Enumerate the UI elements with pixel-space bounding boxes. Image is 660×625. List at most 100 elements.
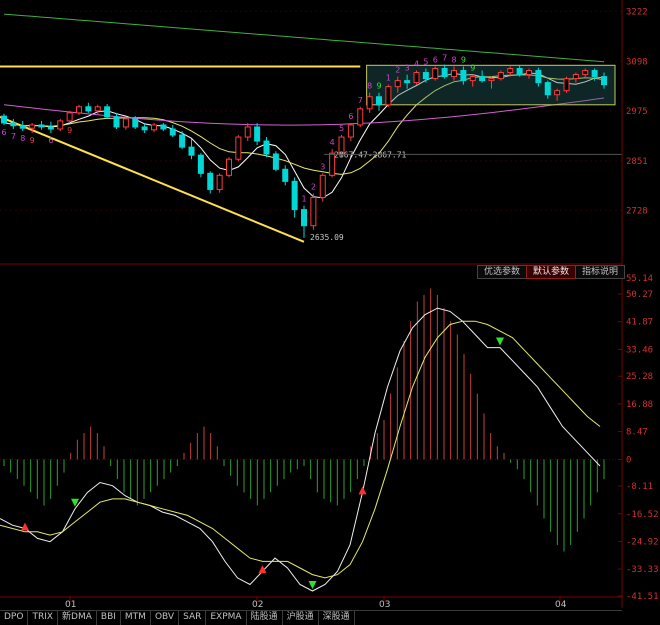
candle-body (563, 78, 570, 92)
consolidation-rect (366, 64, 616, 106)
candle-body (160, 124, 167, 130)
candle-body (169, 128, 176, 136)
tab-sar[interactable]: SAR (179, 611, 207, 625)
price-tick-label: 2851 (626, 157, 648, 167)
candle-body (366, 96, 373, 110)
candle-body (394, 80, 401, 88)
sequence-count: 6 (348, 112, 353, 121)
candle-body (141, 126, 148, 131)
candle-body (10, 122, 17, 127)
sequence-count: 7 (11, 132, 16, 141)
sequence-count: 2 (311, 182, 316, 191)
tab-bbi[interactable]: BBI (97, 611, 121, 625)
candle-body (507, 68, 514, 74)
candle-body (554, 90, 561, 96)
candle-body (291, 180, 298, 211)
sequence-count: 5 (423, 58, 428, 67)
month-label: 02 (252, 600, 263, 610)
ma-fast-line (3, 72, 605, 199)
candle-body (432, 68, 439, 80)
candle-body (207, 172, 214, 190)
sequence-count: 3 (405, 64, 410, 73)
indicator-tick-label: -41.51 (626, 592, 659, 602)
sequence-count: 6 (2, 128, 7, 137)
candle-body (497, 72, 504, 80)
tab-shenzhen-connect[interactable]: 深股通 (319, 611, 355, 625)
sell-signal-arrow (71, 498, 79, 507)
consolidation-box (366, 64, 616, 106)
candle-body (132, 118, 139, 128)
tab-dpo[interactable]: DPO (0, 611, 29, 625)
indicator-lines (0, 307, 601, 592)
tab-new-dma[interactable]: 新DMA (58, 611, 97, 625)
tab-stock-connect-land[interactable]: 陆股通 (247, 611, 283, 625)
candle-body (469, 76, 476, 82)
sequence-count: 9 (470, 64, 475, 73)
dea-line (0, 320, 601, 579)
candle-body (254, 126, 261, 142)
sequence-count: 8 (452, 56, 457, 65)
sequence-count: 8 (20, 134, 25, 143)
sequence-count: 6 (48, 136, 53, 145)
sequence-count: 9 (461, 56, 466, 65)
candle-body (188, 146, 195, 156)
tab-default-params[interactable]: 默认参数 (526, 265, 577, 279)
dif-line (0, 307, 601, 592)
candle-body (572, 74, 579, 80)
indicator-tick-label: 25.28 (626, 372, 653, 382)
candle-body (385, 86, 392, 106)
sequence-count: 3 (320, 162, 325, 171)
candle-body (47, 126, 54, 130)
parameter-tabs: 优选参数 默认参数 指标说明 (477, 265, 626, 279)
sequence-count: 5 (339, 124, 344, 133)
sequence-count: 1 (302, 195, 307, 204)
support-trendline (0, 115, 305, 243)
sell-signal-arrow (496, 337, 504, 346)
candle-body (422, 72, 429, 80)
price-tick-label: 3222 (626, 7, 648, 17)
tab-indicator-help[interactable]: 指标说明 (575, 265, 626, 279)
candle-body (263, 140, 270, 155)
candle-body (226, 158, 232, 176)
indicator-tick-label: -16.52 (626, 510, 659, 520)
candle-body (57, 120, 64, 130)
candle-body (151, 124, 157, 131)
candle-body (282, 168, 289, 182)
tab-mtm[interactable]: MTM (121, 611, 151, 625)
candle-body (376, 96, 382, 106)
tab-preferred-params[interactable]: 优选参数 (477, 265, 528, 279)
candle-body (544, 82, 551, 96)
indicator-tick-label: 33.46 (626, 345, 653, 355)
candle-body (301, 209, 307, 227)
candle-body (19, 125, 26, 129)
indicator-tick-label: -33.33 (626, 565, 659, 575)
indicator-tick-label: -8.11 (626, 482, 653, 492)
candle-body (235, 136, 242, 160)
indicator-tick-label: 16.88 (626, 400, 653, 410)
candle-body (272, 153, 279, 170)
price-indicator-lines (0, 13, 605, 243)
candle-body (66, 112, 73, 122)
tab-expma[interactable]: EXPMA (206, 611, 247, 625)
indicator-tick-label: 41.87 (626, 318, 653, 328)
tab-shanghai-connect[interactable]: 沪股通 (283, 611, 319, 625)
sell-signal-arrow (308, 581, 317, 590)
candle-body (85, 106, 92, 112)
indicator-tick-label: -24.92 (626, 537, 659, 547)
indicator-histogram (3, 288, 605, 552)
candle-body (347, 124, 354, 138)
price-tick-label: 2728 (626, 206, 648, 216)
tab-obv[interactable]: OBV (151, 611, 180, 625)
candle-body (1, 115, 7, 124)
candle-body (413, 72, 420, 84)
tab-trix[interactable]: TRIX (28, 611, 59, 625)
candle-body (338, 136, 345, 154)
candle-body (329, 152, 336, 176)
candle-body (582, 70, 589, 76)
candle-body (104, 106, 111, 118)
indicator-axis: 55.14 50.27 41.87 33.46 25.28 16.88 8.47 0 -8.11… (626, 274, 659, 602)
candle-body (76, 106, 82, 114)
